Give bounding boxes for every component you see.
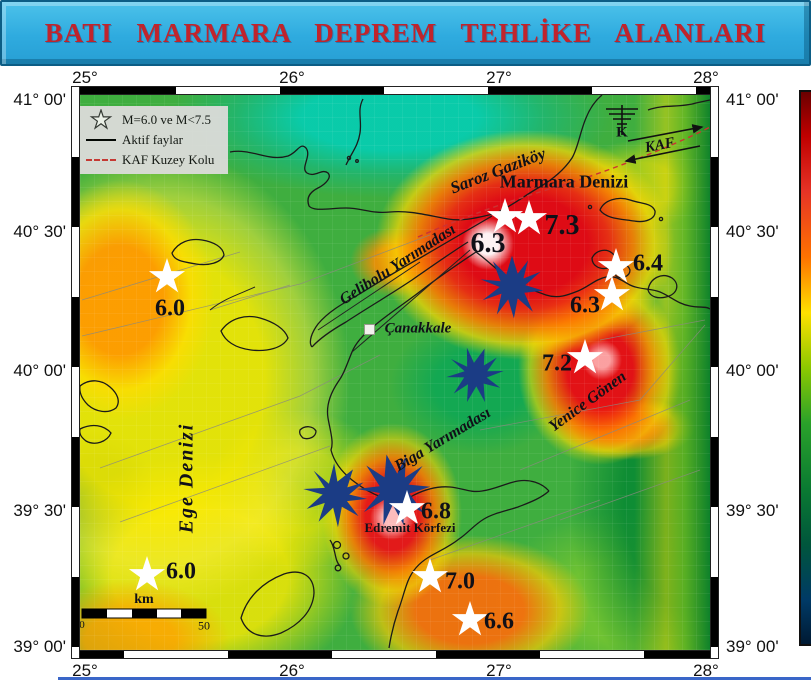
place-label-edremit-korfezi: Edremit Körfezi — [364, 520, 456, 535]
page-title: BATI MARMARA DEPREM TEHLİKE ALANLARI — [44, 17, 767, 48]
lat-label-41-left: 41° 00' — [13, 90, 66, 109]
scale-bar — [81, 608, 207, 619]
kaf-north-branch-line — [417, 126, 710, 238]
place-label-marmara-denizi: Marmara Denizi — [499, 171, 629, 192]
lon-label-26-top: 26° — [279, 68, 305, 87]
mag-label: 6.6 — [484, 608, 514, 635]
hazard-colorbar — [799, 90, 811, 646]
coastlines — [80, 95, 710, 649]
burst-marker — [480, 255, 544, 319]
lon-label-27-bottom: 27° — [486, 661, 512, 680]
epicenter-star — [510, 200, 548, 235]
mag-label: 6.3 — [470, 228, 506, 259]
epicenter-star — [411, 558, 449, 593]
map-legend: M=6.0 ve M<7.5 Aktif faylar KAF Kuzey Ko… — [80, 106, 228, 174]
lat-label-40-right: 40° 00' — [726, 361, 779, 380]
canakkale-town-marker — [364, 324, 375, 335]
place-label-ege-denizi: Ege Denizi — [175, 422, 198, 534]
lat-label-41-right: 41° 00' — [726, 90, 779, 109]
mag-label: 6.3 — [570, 292, 600, 319]
north-label: K — [616, 124, 628, 141]
lon-label-28-top: 28° — [693, 68, 719, 87]
place-label-canakkale: Çanakkale — [384, 320, 452, 337]
mag-label: 6.4 — [633, 250, 663, 277]
lon-label-28-bottom: 28° — [693, 661, 719, 680]
map-frame-right — [710, 86, 719, 659]
legend-faults-label: Aktif faylar — [122, 132, 184, 147]
bottom-rule — [58, 677, 811, 680]
legend-star-icon — [86, 109, 116, 131]
map-frame-top — [71, 86, 719, 95]
map-frame-bottom — [71, 650, 719, 659]
hazard-heatmap — [80, 95, 710, 650]
mag-label: 7.3 — [544, 210, 580, 241]
legend-kaf-label: KAF Kuzey Kolu — [122, 152, 215, 167]
legend-row-faults: Aktif faylar — [86, 130, 222, 150]
legend-row-magnitude: M=6.0 ve M<7.5 — [86, 109, 222, 131]
mag-label: 6.8 — [421, 498, 451, 525]
map-overlay — [80, 95, 710, 649]
lon-label-25-top: 25° — [72, 68, 98, 87]
mag-label: 7.2 — [542, 350, 572, 377]
scale-unit-label: km — [134, 592, 154, 607]
north-symbol — [606, 105, 638, 135]
scale-end-label: 50 — [198, 618, 210, 633]
legend-star-label: M=6.0 ve M<7.5 — [122, 112, 212, 127]
lon-label-26-bottom: 26° — [279, 661, 305, 680]
epicenter-star — [148, 258, 186, 293]
lat-label-3930-right: 39° 30' — [726, 501, 779, 520]
legend-kaf-dash-icon — [86, 159, 116, 161]
fault-lines-major — [209, 249, 471, 353]
burst-marker — [439, 339, 511, 411]
fault-lines-minor — [81, 234, 706, 561]
burst-markers — [291, 255, 544, 539]
scale-start-label: 0 — [80, 619, 85, 631]
lat-label-39-left: 39° 00' — [13, 637, 66, 656]
lat-label-3930-left: 39° 30' — [13, 501, 66, 520]
epicenter-star — [566, 339, 604, 374]
lat-label-4030-right: 40° 30' — [726, 222, 779, 241]
lat-label-39-right: 39° 00' — [726, 637, 779, 656]
lat-label-40-left: 40° 00' — [13, 361, 66, 380]
mag-label: 7.0 — [445, 568, 475, 595]
title-bar: BATI MARMARA DEPREM TEHLİKE ALANLARI — [0, 0, 811, 66]
legend-fault-line-icon — [86, 139, 116, 141]
legend-row-kaf: KAF Kuzey Kolu — [86, 150, 222, 170]
epicenter-star — [128, 556, 166, 591]
epicenter-star — [451, 601, 489, 636]
map-frame-left — [71, 86, 80, 659]
kaf-arrows — [624, 124, 704, 164]
mag-label: 6.0 — [166, 558, 196, 585]
lon-label-25-bottom: 25° — [72, 661, 98, 680]
lat-label-4030-left: 40° 30' — [13, 222, 66, 241]
lon-label-27-top: 27° — [486, 68, 512, 87]
map-canvas: Marmara Denizi Saroz Gaziköy Gelibolu Ya… — [80, 95, 710, 650]
mag-label: 6.0 — [155, 295, 185, 322]
